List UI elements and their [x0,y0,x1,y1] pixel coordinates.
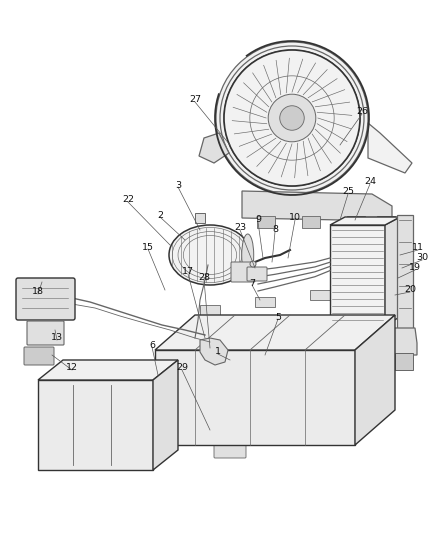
FancyBboxPatch shape [43,420,148,436]
Ellipse shape [242,234,254,276]
FancyBboxPatch shape [310,290,330,300]
Polygon shape [397,215,413,330]
Text: 8: 8 [272,225,278,235]
FancyBboxPatch shape [24,347,54,365]
Polygon shape [38,360,178,380]
Polygon shape [395,353,413,370]
Polygon shape [330,225,385,325]
Polygon shape [377,216,395,228]
FancyBboxPatch shape [247,267,267,281]
Polygon shape [347,216,365,228]
Polygon shape [325,328,417,355]
Text: 29: 29 [176,364,188,373]
Polygon shape [200,338,228,365]
Text: 9: 9 [255,215,261,224]
Ellipse shape [169,225,251,285]
Text: 18: 18 [32,287,44,296]
Text: 20: 20 [404,286,416,295]
Polygon shape [155,350,355,445]
Text: 1: 1 [215,348,221,357]
FancyBboxPatch shape [350,285,370,295]
Polygon shape [302,216,320,228]
Text: 11: 11 [412,244,424,253]
FancyBboxPatch shape [27,321,64,345]
Text: 30: 30 [416,254,428,262]
Text: 23: 23 [234,223,246,232]
FancyBboxPatch shape [214,442,246,458]
Polygon shape [153,360,178,470]
FancyBboxPatch shape [209,341,236,358]
Text: 22: 22 [122,196,134,205]
Text: 17: 17 [182,268,194,277]
Polygon shape [195,213,205,223]
Polygon shape [38,380,153,470]
Text: 15: 15 [142,243,154,252]
Polygon shape [155,315,395,350]
FancyBboxPatch shape [231,262,255,282]
Polygon shape [355,315,395,445]
Polygon shape [330,217,400,225]
Text: 7: 7 [249,279,255,287]
Text: 6: 6 [149,341,155,350]
Polygon shape [368,123,412,173]
Text: 25: 25 [342,188,354,197]
FancyBboxPatch shape [43,395,148,411]
FancyBboxPatch shape [200,305,220,315]
Polygon shape [257,216,275,228]
Text: 26: 26 [356,108,368,117]
Circle shape [268,94,316,142]
Circle shape [280,106,304,130]
Text: 3: 3 [175,181,181,190]
Text: 12: 12 [66,364,78,373]
Text: 24: 24 [364,177,376,187]
FancyBboxPatch shape [43,445,148,461]
Polygon shape [385,217,400,325]
Circle shape [216,42,368,194]
Text: 19: 19 [409,263,421,272]
Text: 5: 5 [275,312,281,321]
Text: 2: 2 [157,211,163,220]
Polygon shape [242,191,392,221]
Polygon shape [330,353,348,370]
Circle shape [250,261,256,267]
Text: 27: 27 [189,95,201,104]
Circle shape [224,50,360,186]
Text: 10: 10 [289,214,301,222]
Polygon shape [199,133,229,163]
Text: 13: 13 [51,334,63,343]
FancyBboxPatch shape [16,278,75,320]
Text: 28: 28 [198,273,210,282]
FancyBboxPatch shape [255,297,275,307]
